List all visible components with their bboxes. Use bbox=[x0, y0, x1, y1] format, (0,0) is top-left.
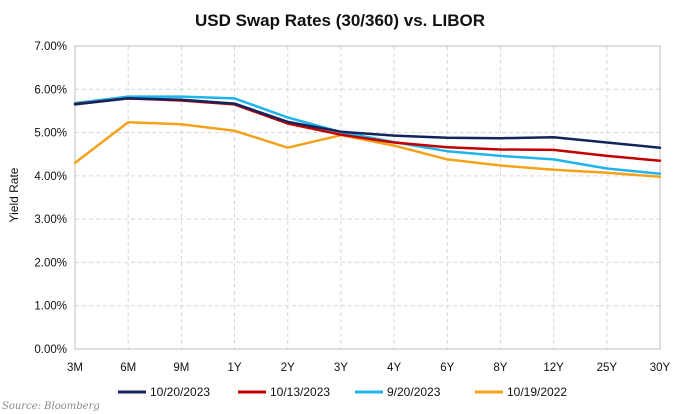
y-tick-label: 1.00% bbox=[34, 301, 67, 313]
x-tick-label: 8Y bbox=[493, 362, 507, 374]
x-tick-label: 9M bbox=[173, 362, 189, 374]
x-tick-label: 12Y bbox=[543, 362, 564, 374]
y-tick-label: 4.00% bbox=[34, 171, 67, 183]
x-tick-label: 3Y bbox=[334, 362, 348, 374]
legend: 10/20/2023 10/13/2023 9/20/2023 10/19/2022 bbox=[118, 385, 567, 399]
axes: 0.00% 1.00% 2.00% 3.00% 4.00% 5.00% 6.00% 7.00%… bbox=[34, 41, 670, 374]
series-line-9-20-2023 bbox=[73, 95, 662, 175]
x-tick-label: 4Y bbox=[387, 362, 401, 374]
x-tick-label: 1Y bbox=[228, 362, 242, 374]
series-lines bbox=[73, 95, 662, 178]
series-line-10-19-2022 bbox=[73, 120, 662, 178]
x-tick-label: 6M bbox=[120, 362, 136, 374]
x-tick-label: 6Y bbox=[440, 362, 454, 374]
y-tick-label: 7.00% bbox=[34, 41, 67, 53]
legend-item: 10/13/2023 bbox=[238, 385, 330, 399]
legend-item: 9/20/2023 bbox=[355, 385, 441, 399]
legend-label: 10/20/2023 bbox=[150, 385, 210, 399]
plot-frame bbox=[74, 45, 661, 350]
legend-item: 10/20/2023 bbox=[118, 385, 210, 399]
source-note: Source: Bloomberg bbox=[2, 401, 100, 412]
series-line-10-20-2023 bbox=[73, 97, 662, 149]
chart-title: USD Swap Rates (30/360) vs. LIBOR bbox=[195, 11, 485, 30]
legend-label: 9/20/2023 bbox=[387, 385, 441, 399]
y-tick-label: 3.00% bbox=[34, 214, 67, 226]
x-tick-label: 3M bbox=[67, 362, 83, 374]
y-tick-label: 0.00% bbox=[34, 344, 67, 356]
x-tick-label: 30Y bbox=[650, 362, 671, 374]
legend-item: 10/19/2022 bbox=[475, 385, 567, 399]
y-tick-label: 6.00% bbox=[34, 84, 67, 96]
grid bbox=[74, 45, 661, 350]
series-line-10-13-2023 bbox=[73, 97, 662, 162]
y-tick-label: 5.00% bbox=[34, 128, 67, 140]
x-tick-label: 25Y bbox=[597, 362, 618, 374]
y-tick-label: 2.00% bbox=[34, 257, 67, 269]
y-axis-label: Yield Rate bbox=[7, 167, 21, 222]
legend-label: 10/19/2022 bbox=[507, 385, 567, 399]
legend-label: 10/13/2023 bbox=[270, 385, 330, 399]
x-tick-label: 2Y bbox=[281, 362, 295, 374]
